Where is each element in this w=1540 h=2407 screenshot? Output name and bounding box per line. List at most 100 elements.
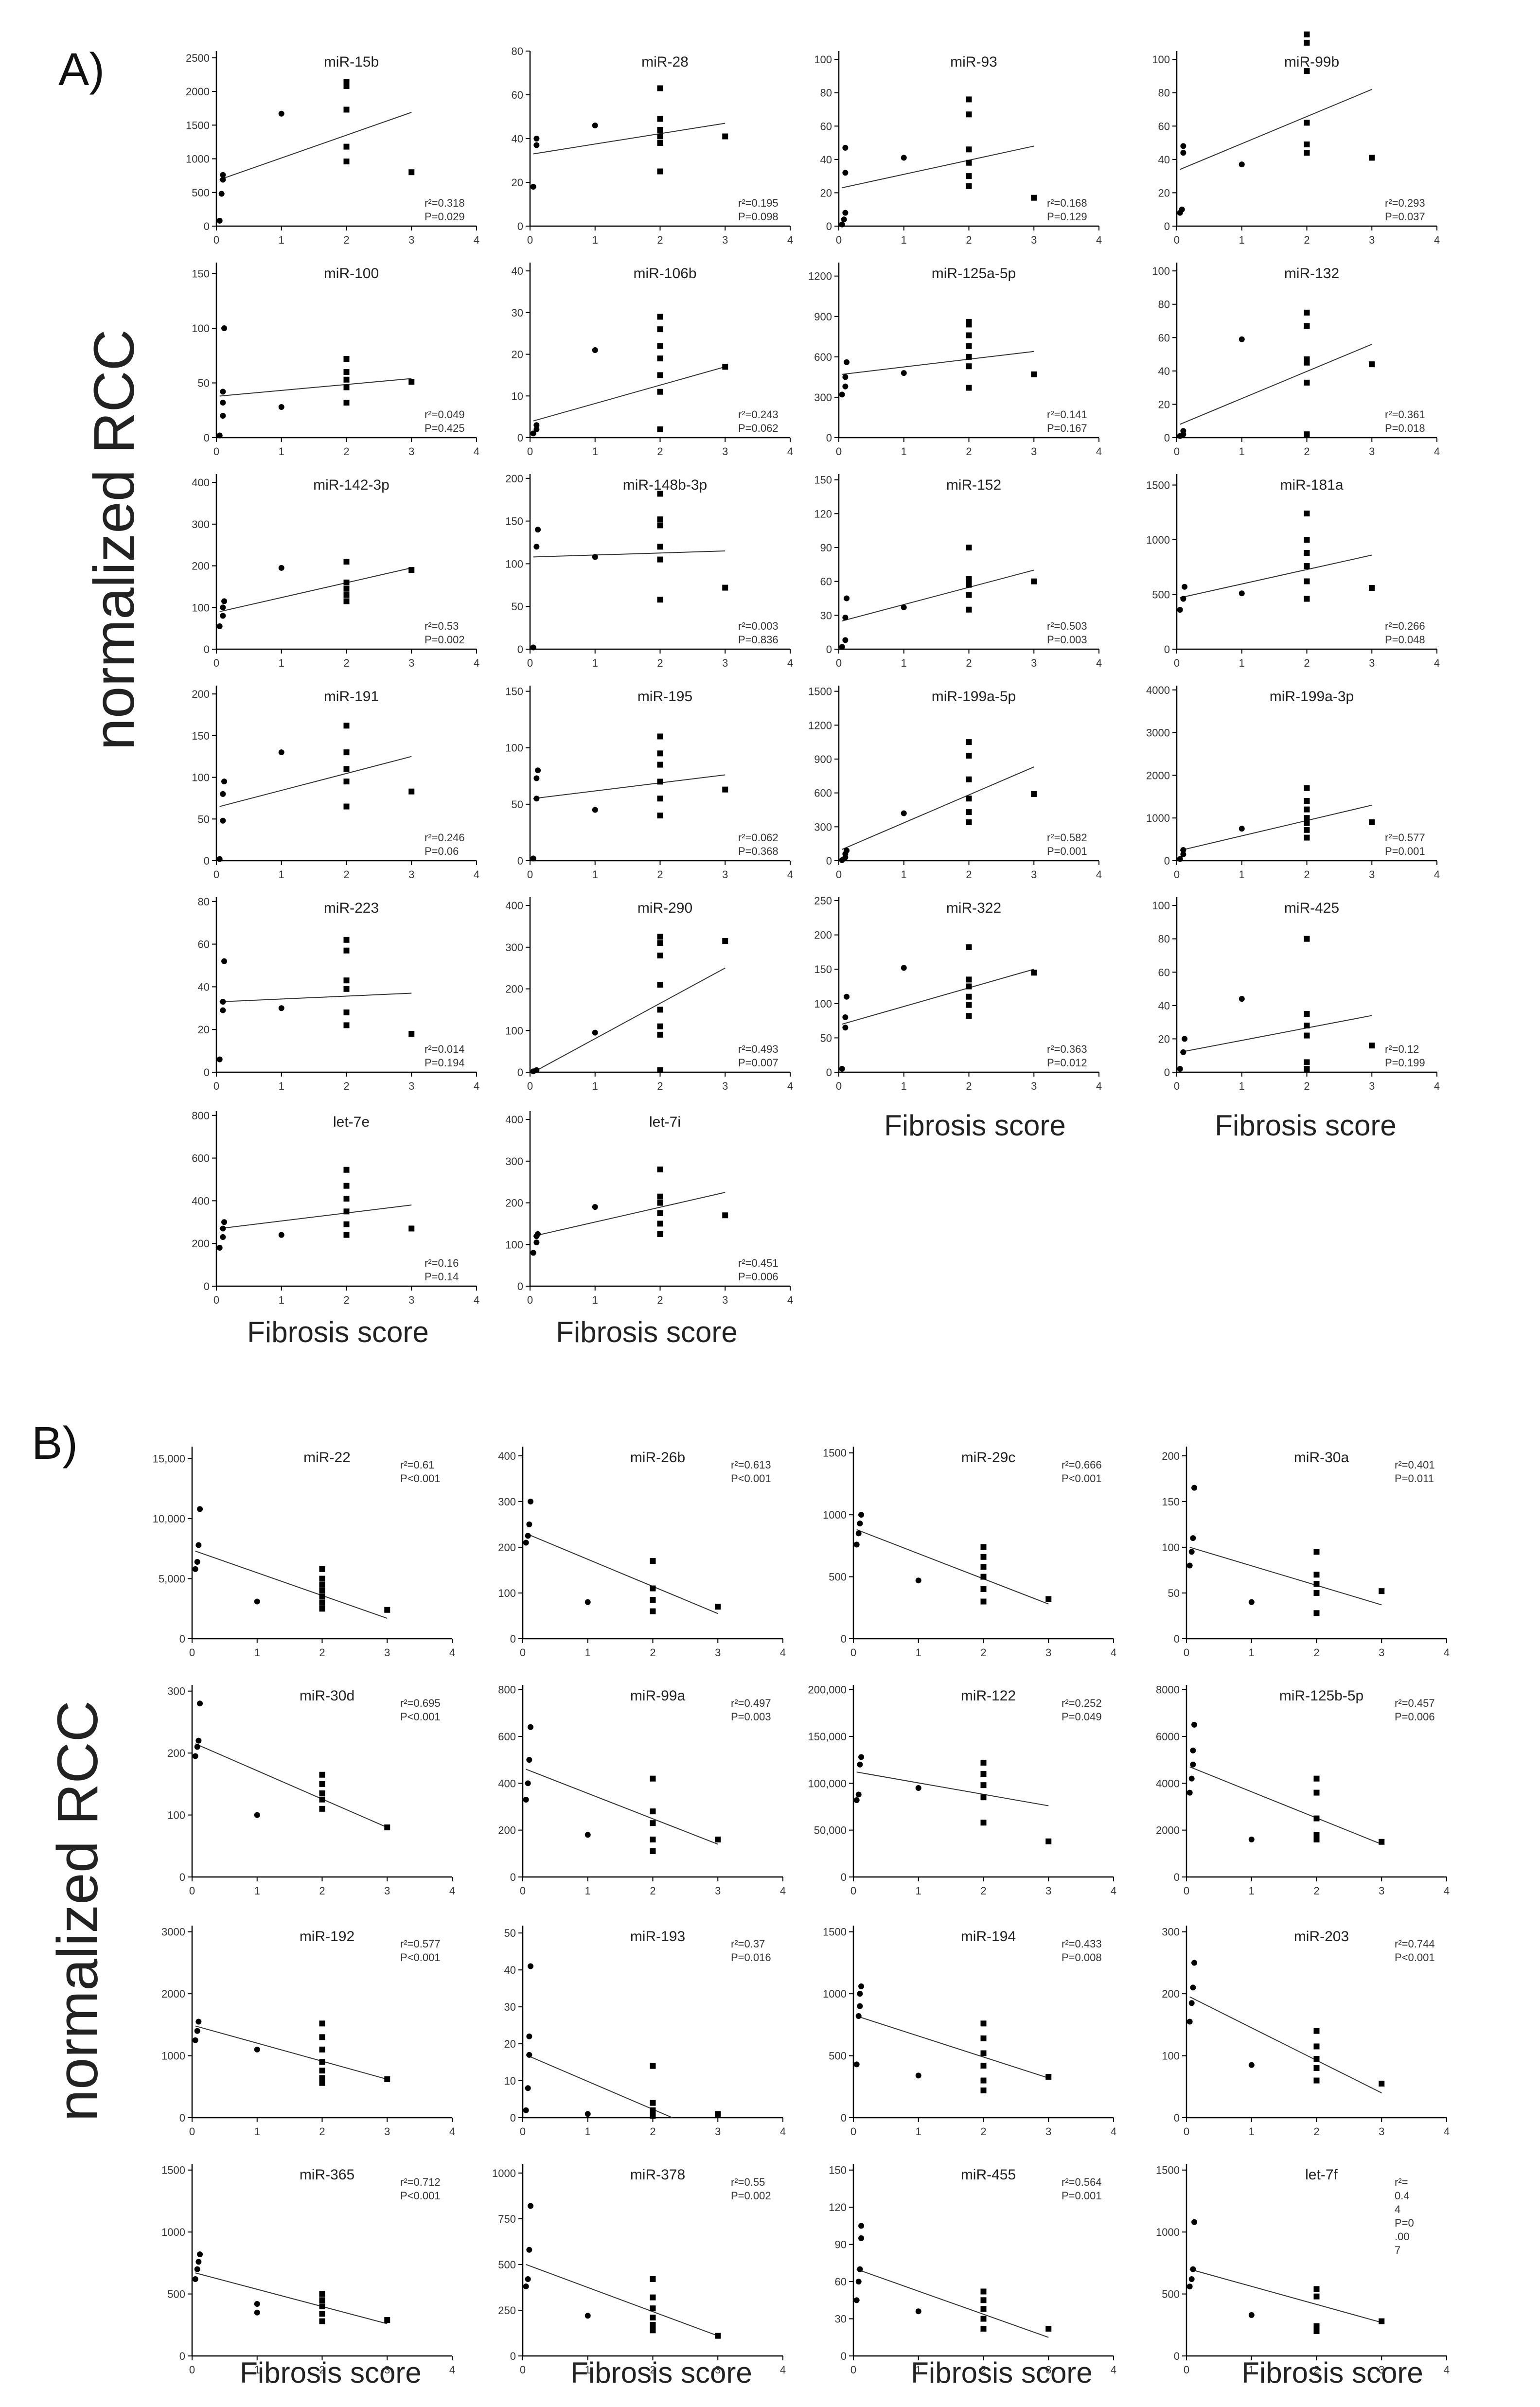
y-tick-label: 0 bbox=[1174, 1633, 1180, 1645]
data-point bbox=[722, 1212, 728, 1219]
x-tick-label: 4 bbox=[474, 1080, 479, 1092]
data-point bbox=[650, 2100, 656, 2106]
data-point bbox=[980, 1598, 987, 1605]
data-point bbox=[842, 383, 849, 389]
data-point bbox=[1248, 1836, 1255, 1842]
panel-a-xlabel-col1: Fibrosis score bbox=[247, 1316, 428, 1348]
data-point bbox=[650, 2305, 656, 2312]
data-point bbox=[319, 2020, 325, 2027]
data-point bbox=[980, 1586, 987, 1593]
data-point bbox=[715, 2111, 721, 2117]
data-point bbox=[1045, 1838, 1052, 1844]
x-tick-label: 0 bbox=[836, 1080, 842, 1092]
data-point bbox=[584, 2111, 591, 2117]
y-tick-label: 50 bbox=[1168, 1587, 1180, 1599]
chart-title: miR-203 bbox=[1294, 1929, 1349, 1945]
data-point bbox=[657, 779, 663, 785]
data-point bbox=[278, 110, 284, 117]
data-point bbox=[254, 2301, 260, 2307]
data-point bbox=[1379, 2080, 1385, 2087]
regression-line bbox=[856, 1529, 1049, 1605]
chart-miR-148b-3p: 0 50 100 150 200 0 1 2 3 4 miR-148b-3p r²=0.003 P=0.… bbox=[505, 473, 793, 669]
y-tick-label: 60 bbox=[1158, 120, 1170, 132]
x-tick-label: 3 bbox=[722, 445, 728, 458]
x-tick-label: 0 bbox=[213, 1294, 219, 1306]
y-tick-label: 0 bbox=[204, 1066, 210, 1079]
data-point bbox=[657, 343, 663, 349]
data-point bbox=[715, 2333, 721, 2339]
x-tick-label: 3 bbox=[1045, 2125, 1051, 2138]
data-point bbox=[533, 422, 540, 428]
x-tick-label: 1 bbox=[1239, 657, 1245, 669]
y-tick-label: 0 bbox=[826, 1066, 832, 1079]
data-point bbox=[657, 326, 663, 333]
x-tick-label: 4 bbox=[1434, 868, 1440, 881]
stat-label: r²=0.493 bbox=[738, 1043, 779, 1055]
stat-label: P=0.003 bbox=[1047, 634, 1087, 646]
data-point bbox=[343, 1183, 350, 1189]
data-point bbox=[650, 1597, 656, 1603]
stat-label: r²=0.457 bbox=[1395, 1697, 1435, 1709]
y-tick-label: 0 bbox=[841, 2112, 847, 2124]
regression-line bbox=[1180, 804, 1372, 851]
y-tick-label: 10 bbox=[512, 390, 523, 402]
y-tick-label: 30 bbox=[504, 2001, 516, 2013]
stat-label: r²=0.577 bbox=[400, 1938, 441, 1950]
data-point bbox=[1369, 819, 1375, 825]
x-tick-label: 0 bbox=[527, 657, 533, 669]
y-tick-label: 200 bbox=[505, 1197, 523, 1209]
data-point bbox=[1031, 371, 1037, 377]
y-tick-label: 0 bbox=[841, 2350, 847, 2362]
data-point bbox=[278, 404, 284, 410]
x-tick-label: 3 bbox=[408, 657, 414, 669]
data-point bbox=[523, 2283, 529, 2290]
stat-label: P<0.001 bbox=[400, 2190, 441, 2202]
data-point bbox=[966, 111, 972, 118]
data-point bbox=[592, 554, 598, 560]
data-point bbox=[1248, 2062, 1255, 2068]
data-point bbox=[1313, 1789, 1320, 1796]
chart-miR-99b: 0 20 40 60 80 100 0 1 2 3 4 miR-99b r²=0.293 P=0.037 bbox=[1152, 31, 1440, 246]
data-point bbox=[966, 582, 972, 588]
data-point bbox=[855, 2013, 862, 2019]
y-tick-label: 50 bbox=[512, 798, 523, 811]
x-tick-label: 4 bbox=[787, 1080, 793, 1092]
x-tick-label: 2 bbox=[980, 2364, 986, 2376]
data-point bbox=[343, 592, 350, 598]
stat-label: r²=0.014 bbox=[425, 1043, 465, 1055]
data-point bbox=[1188, 2000, 1195, 2006]
x-tick-label: 1 bbox=[592, 1294, 598, 1306]
x-tick-label: 4 bbox=[787, 657, 793, 669]
y-tick-label: 40 bbox=[1158, 154, 1170, 166]
chart-title: miR-106b bbox=[633, 265, 696, 282]
data-point bbox=[966, 592, 972, 598]
data-point bbox=[1304, 550, 1310, 556]
y-tick-label: 900 bbox=[814, 753, 832, 765]
data-point bbox=[1369, 155, 1375, 161]
x-tick-label: 2 bbox=[343, 1080, 349, 1092]
stat-label: P=0.14 bbox=[425, 1271, 459, 1283]
x-tick-label: 3 bbox=[1031, 657, 1037, 669]
y-tick-label: 80 bbox=[198, 896, 210, 908]
y-tick-label: 1200 bbox=[808, 719, 832, 731]
x-tick-label: 1 bbox=[901, 868, 907, 881]
x-tick-label: 2 bbox=[650, 2364, 655, 2376]
y-tick-label: 500 bbox=[1152, 589, 1170, 601]
chart-miR-378: 0 250 500 750 1000 0 1 2 3 4 miR-378 r²=0.55 P=0.002 bbox=[492, 2164, 786, 2376]
data-point bbox=[1369, 361, 1375, 368]
x-tick-label: 3 bbox=[1379, 2125, 1384, 2138]
data-point bbox=[319, 1566, 325, 1572]
y-tick-label: 1200 bbox=[808, 270, 832, 283]
y-tick-label: 500 bbox=[192, 187, 210, 199]
x-tick-label: 2 bbox=[1313, 2364, 1319, 2376]
data-point bbox=[1186, 2283, 1193, 2290]
x-tick-label: 2 bbox=[657, 445, 663, 458]
data-point bbox=[657, 372, 663, 378]
x-tick-label: 1 bbox=[279, 1080, 284, 1092]
data-point bbox=[657, 556, 663, 563]
data-point bbox=[1304, 806, 1310, 813]
regression-line bbox=[195, 2025, 388, 2080]
data-point bbox=[650, 2322, 656, 2328]
